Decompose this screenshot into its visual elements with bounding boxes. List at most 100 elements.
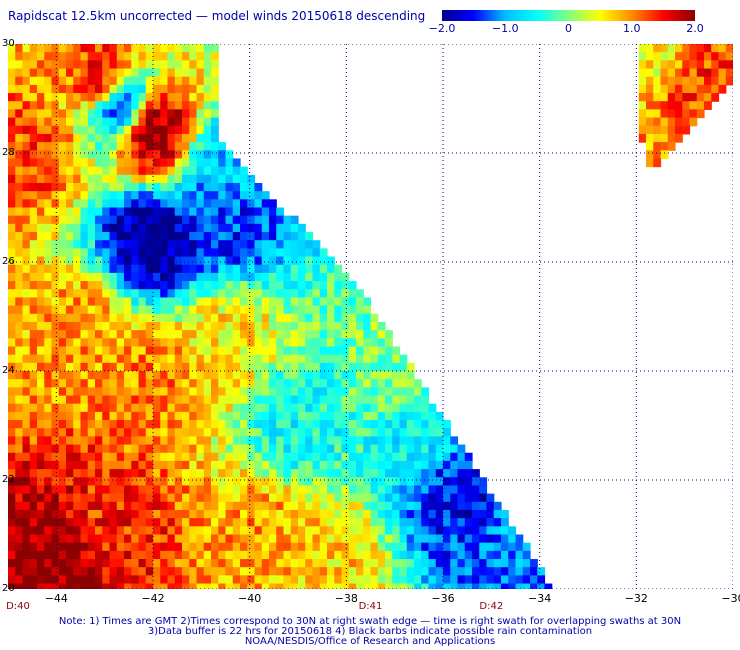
heatmap-cell (66, 321, 74, 331)
heatmap-cell (269, 321, 277, 331)
heatmap-cell (51, 174, 60, 184)
heatmap-cell (232, 362, 241, 372)
heatmap-cell (298, 485, 306, 495)
heatmap-cell (153, 125, 161, 135)
heatmap-cell (29, 125, 38, 135)
heatmap-cell (392, 567, 401, 576)
heatmap-cell (116, 297, 125, 307)
heatmap-cell (704, 44, 712, 53)
heatmap-cell (124, 52, 132, 61)
heatmap-cell (102, 330, 111, 339)
heatmap-cell (124, 330, 132, 339)
heatmap-cell (124, 207, 132, 217)
heatmap-cell (203, 232, 212, 241)
heatmap-cell (348, 534, 357, 544)
heatmap-cell (667, 84, 676, 94)
heatmap-cell (348, 509, 357, 519)
heatmap-cell (15, 452, 24, 462)
heatmap-cell (232, 411, 241, 421)
heatmap-cell (370, 477, 379, 487)
heatmap-cell (660, 60, 669, 70)
heatmap-cell (44, 460, 53, 470)
heatmap-cell (196, 542, 205, 552)
heatmap-cell (58, 411, 67, 421)
heatmap-cell (218, 420, 227, 429)
heatmap-cell (211, 387, 219, 397)
swath-time-label: D:42 (479, 601, 504, 612)
heatmap-cell (37, 199, 45, 209)
heatmap-cell (8, 256, 16, 266)
heatmap-cell (254, 509, 263, 519)
heatmap-cell (153, 559, 161, 568)
heatmap-cell (341, 567, 350, 576)
heatmap-cell (138, 150, 147, 160)
heatmap-cell (8, 215, 16, 225)
heatmap-cell (225, 321, 234, 331)
heatmap-cell (87, 305, 96, 315)
heatmap-cell (124, 379, 132, 388)
heatmap-cell (218, 346, 227, 356)
heatmap-cell (29, 52, 38, 61)
heatmap-cell (167, 526, 176, 536)
heatmap-cell (290, 550, 299, 560)
heatmap-cell (116, 125, 125, 135)
heatmap-cell (298, 444, 306, 454)
heatmap-cell (167, 142, 176, 151)
heatmap-cell (298, 223, 306, 233)
heatmap-cell (73, 248, 82, 258)
heatmap-cell (675, 84, 683, 94)
heatmap-cell (283, 518, 292, 527)
heatmap-cell (22, 583, 31, 589)
heatmap-cell (348, 281, 357, 290)
heatmap-cell (261, 207, 270, 217)
heatmap-cell (124, 142, 132, 151)
heatmap-cell (312, 452, 321, 462)
heatmap-cell (109, 534, 118, 544)
heatmap-cell (385, 460, 393, 470)
heatmap-cell (145, 559, 154, 568)
heatmap-cell (131, 133, 140, 143)
heatmap-cell (327, 330, 335, 339)
heatmap-cell (153, 354, 161, 364)
heatmap-cell (80, 460, 89, 470)
heatmap-cell (131, 93, 140, 102)
heatmap-cell (37, 166, 45, 176)
heatmap-cell (406, 469, 415, 478)
heatmap-cell (261, 240, 270, 249)
heatmap-cell (646, 150, 654, 160)
heatmap-cell (211, 232, 219, 241)
heatmap-cell (312, 281, 321, 290)
heatmap-cell (203, 289, 212, 298)
heatmap-cell (95, 117, 103, 127)
heatmap-cell (457, 559, 466, 568)
heatmap-cell (189, 379, 198, 388)
heatmap-cell (319, 371, 328, 380)
heatmap-cell (232, 199, 241, 209)
heatmap-cell (95, 583, 103, 589)
heatmap-cell (58, 518, 67, 527)
heatmap-cell (153, 477, 161, 487)
heatmap-cell (124, 485, 132, 495)
heatmap-cell (689, 84, 698, 94)
heatmap-cell (406, 477, 415, 487)
heatmap-cell (247, 526, 256, 536)
heatmap-cell (15, 436, 24, 446)
heatmap-cell (174, 182, 183, 192)
heatmap-cell (174, 158, 183, 168)
heatmap-cell (8, 338, 16, 348)
heatmap-cell (174, 477, 183, 487)
heatmap-cell (689, 109, 698, 119)
heatmap-cell (312, 387, 321, 397)
heatmap-cell (290, 313, 299, 323)
heatmap-cell (58, 60, 67, 70)
heatmap-cell (116, 460, 125, 470)
heatmap-cell (240, 444, 248, 454)
heatmap-cell (22, 428, 31, 437)
heatmap-cell (160, 117, 169, 127)
heatmap-cell (116, 567, 125, 576)
heatmap-cell (283, 485, 292, 495)
heatmap-cell (334, 371, 343, 380)
heatmap-cell (414, 575, 422, 585)
heatmap-cell (15, 371, 24, 380)
heatmap-cell (305, 436, 314, 446)
